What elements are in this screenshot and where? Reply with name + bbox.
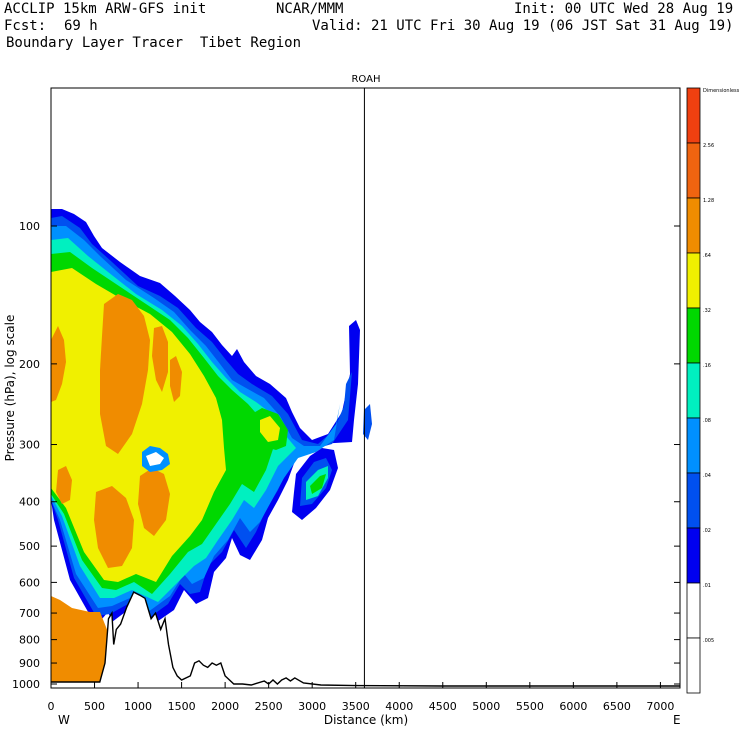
colorbar-swatch <box>686 582 701 639</box>
colorbar-label: 2.56 <box>703 143 714 149</box>
tracer-hole <box>146 452 164 466</box>
y-axis-label: Pressure (hPa), log scale <box>3 315 17 462</box>
colorbar-label: Dimensionless <box>703 88 740 94</box>
terrain-mask <box>51 592 680 688</box>
x-axis-label: Distance (km) <box>324 713 408 727</box>
colorbar-label: .64 <box>703 253 711 259</box>
y-tick-label: 600 <box>19 576 40 589</box>
colorbar-swatch <box>686 472 701 529</box>
x-tick-label: 2000 <box>211 700 239 713</box>
x-tick-label: 2500 <box>255 700 283 713</box>
y-tick-label: 1000 <box>12 678 40 691</box>
tracer-core <box>170 356 182 402</box>
x-tick-label: 1500 <box>168 700 196 713</box>
colorbar-label: .08 <box>703 418 711 424</box>
x-tick-label: 6000 <box>559 700 587 713</box>
tracer-blob-small <box>363 404 372 440</box>
colorbar-swatch <box>686 87 701 144</box>
colorbar-swatch <box>686 142 701 199</box>
tracer-core <box>56 466 72 504</box>
x-tick-label: 7000 <box>646 700 674 713</box>
org-label: NCAR/MMM <box>276 1 344 17</box>
colorbar-swatch <box>686 252 701 309</box>
section-title: ROAH <box>351 74 380 85</box>
colorbar-label: .16 <box>703 363 711 369</box>
x-tick-label: 0 <box>48 700 55 713</box>
y-tick-label: 500 <box>19 540 40 553</box>
forecast-hour: 69 h <box>64 18 98 34</box>
x-tick-label: 5500 <box>516 700 544 713</box>
colorbar-swatch <box>686 527 701 584</box>
colorbar-label: .32 <box>703 308 711 314</box>
colorbar-swatch <box>686 307 701 364</box>
y-tick-label: 800 <box>19 634 40 647</box>
y-tick-label: 300 <box>19 439 40 452</box>
init-time: Init: 00 UTC Wed 28 Aug 19 <box>514 1 734 17</box>
forecast-label: Fcst: <box>4 18 47 34</box>
tracer-core <box>51 596 108 684</box>
colorbar-label: .04 <box>703 473 711 479</box>
y-tick-label: 900 <box>19 657 40 670</box>
model-title: ACCLIP 15km ARW-GFS init <box>4 1 207 17</box>
colorbar-swatch <box>686 197 701 254</box>
valid-time: Valid: 21 UTC Fri 30 Aug 19 (06 JST Sat … <box>312 18 734 34</box>
field-title: Boundary Layer Tracer Tibet Region <box>6 35 302 51</box>
tracer-core <box>138 468 170 536</box>
tracer-core <box>51 326 66 402</box>
x-tick-label: 4500 <box>429 700 457 713</box>
tracer-secondary <box>260 416 280 442</box>
x-tick-label: 500 <box>84 700 105 713</box>
x-tick-label: 1000 <box>124 700 152 713</box>
tracer-contour-0.64 <box>51 268 226 582</box>
x-tick-label: 4000 <box>385 700 413 713</box>
west-label: W <box>58 713 70 727</box>
colorbar-label: .01 <box>703 583 711 589</box>
colorbar-swatch <box>686 637 701 694</box>
x-tick-label: 3500 <box>342 700 370 713</box>
y-tick-label: 200 <box>19 358 40 371</box>
tracer-core <box>152 326 168 392</box>
x-tick-label: 6500 <box>603 700 631 713</box>
terrain-line <box>51 591 680 687</box>
tracer-core <box>94 486 134 568</box>
colorbar-label: .005 <box>703 638 714 644</box>
y-tick-label: 700 <box>19 607 40 620</box>
colorbar-swatch <box>686 362 701 419</box>
tracer-blob <box>310 474 326 494</box>
colorbar: Dimensionless 2.56 1.28 .64 .32 .16 .08 .04 .02.… <box>686 87 740 694</box>
y-tick-label: 400 <box>19 496 40 509</box>
x-tick-label: 3000 <box>298 700 326 713</box>
tracer-field <box>51 209 372 684</box>
tracer-core <box>100 294 150 454</box>
colorbar-label: 1.28 <box>703 198 714 204</box>
east-label: E <box>673 713 681 727</box>
plot-frame <box>50 87 681 689</box>
colorbar-swatch <box>686 417 701 474</box>
colorbar-label: .02 <box>703 528 711 534</box>
y-tick-label: 100 <box>19 220 40 233</box>
x-tick-label: 5000 <box>472 700 500 713</box>
